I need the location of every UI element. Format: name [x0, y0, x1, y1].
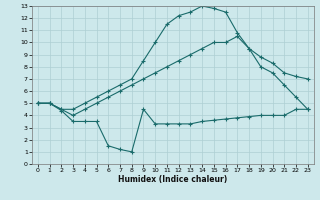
X-axis label: Humidex (Indice chaleur): Humidex (Indice chaleur) [118, 175, 228, 184]
